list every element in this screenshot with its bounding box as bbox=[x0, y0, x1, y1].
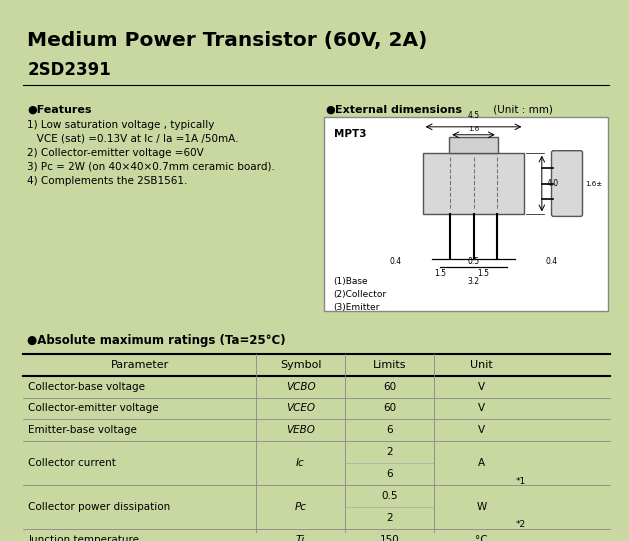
Text: Junction temperature: Junction temperature bbox=[28, 535, 139, 541]
Text: External dimensions: External dimensions bbox=[335, 105, 462, 115]
Text: 1) Low saturation voltage , typically: 1) Low saturation voltage , typically bbox=[27, 120, 214, 130]
Text: (1)Base: (1)Base bbox=[333, 277, 368, 286]
Text: V: V bbox=[478, 404, 486, 413]
Text: VCBO: VCBO bbox=[286, 381, 315, 392]
Text: °C: °C bbox=[476, 535, 488, 541]
Text: Medium Power Transistor (60V, 2A): Medium Power Transistor (60V, 2A) bbox=[27, 31, 428, 50]
Text: ●Features: ●Features bbox=[27, 105, 92, 115]
Text: A: A bbox=[478, 458, 486, 468]
Text: 2: 2 bbox=[386, 447, 393, 457]
Text: 2) Collector-emitter voltage =60V: 2) Collector-emitter voltage =60V bbox=[27, 148, 204, 158]
Text: Collector-base voltage: Collector-base voltage bbox=[28, 381, 145, 392]
Text: VEBO: VEBO bbox=[286, 425, 315, 436]
Bar bbox=[423, 153, 525, 214]
Text: 3) Pc = 2W (on 40×40×0.7mm ceramic board).: 3) Pc = 2W (on 40×40×0.7mm ceramic board… bbox=[27, 162, 276, 171]
Text: Limits: Limits bbox=[373, 360, 406, 370]
Text: Symbol: Symbol bbox=[280, 360, 321, 370]
Text: Ic: Ic bbox=[296, 458, 305, 468]
Text: *1: *1 bbox=[516, 477, 526, 486]
Bar bbox=[324, 117, 608, 311]
Text: V: V bbox=[478, 381, 486, 392]
Text: Collector current: Collector current bbox=[28, 458, 116, 468]
Text: 6: 6 bbox=[386, 469, 393, 479]
Text: Unit: Unit bbox=[470, 360, 493, 370]
Text: Parameter: Parameter bbox=[111, 360, 169, 370]
Text: V: V bbox=[478, 425, 486, 436]
Text: 1.6±: 1.6± bbox=[586, 181, 603, 187]
Text: Pc: Pc bbox=[294, 502, 306, 512]
Text: 0.5: 0.5 bbox=[381, 491, 398, 501]
Text: 2SD2391: 2SD2391 bbox=[27, 61, 111, 79]
Text: 0.5: 0.5 bbox=[467, 256, 479, 266]
Text: 150: 150 bbox=[380, 535, 399, 541]
Text: (Unit : mm): (Unit : mm) bbox=[491, 105, 554, 115]
Text: 0.4: 0.4 bbox=[545, 256, 557, 266]
Text: 60: 60 bbox=[383, 404, 396, 413]
Text: 60: 60 bbox=[383, 381, 396, 392]
Text: 1.6: 1.6 bbox=[468, 126, 479, 132]
Text: Collector power dissipation: Collector power dissipation bbox=[28, 502, 170, 512]
Text: Tj: Tj bbox=[296, 535, 305, 541]
FancyBboxPatch shape bbox=[552, 151, 582, 216]
Text: 0.4: 0.4 bbox=[389, 256, 401, 266]
Text: W: W bbox=[477, 502, 487, 512]
Text: 2: 2 bbox=[386, 513, 393, 523]
Text: Emitter-base voltage: Emitter-base voltage bbox=[28, 425, 137, 436]
Text: Collector-emitter voltage: Collector-emitter voltage bbox=[28, 404, 159, 413]
Text: 4) Complements the 2SB1561.: 4) Complements the 2SB1561. bbox=[27, 176, 187, 186]
Text: 3.2: 3.2 bbox=[467, 276, 479, 286]
Bar bbox=[449, 137, 498, 153]
Text: (2)Collector: (2)Collector bbox=[333, 290, 387, 299]
Text: (3)Emitter: (3)Emitter bbox=[333, 303, 380, 312]
Text: ●Absolute maximum ratings (Ta=25°C): ●Absolute maximum ratings (Ta=25°C) bbox=[27, 334, 286, 347]
Text: MPT3: MPT3 bbox=[333, 129, 366, 139]
Text: 4.0: 4.0 bbox=[547, 179, 559, 188]
Text: VCEO: VCEO bbox=[286, 404, 315, 413]
Text: VCE (sat) =0.13V at Ic / Ia =1A /50mA.: VCE (sat) =0.13V at Ic / Ia =1A /50mA. bbox=[27, 134, 239, 144]
Text: ●: ● bbox=[326, 105, 335, 115]
Text: 6: 6 bbox=[386, 425, 393, 436]
Text: 1.5: 1.5 bbox=[435, 269, 447, 278]
Text: 4.5: 4.5 bbox=[467, 111, 479, 120]
Text: 1.5: 1.5 bbox=[477, 269, 489, 278]
Text: *2: *2 bbox=[516, 520, 526, 530]
